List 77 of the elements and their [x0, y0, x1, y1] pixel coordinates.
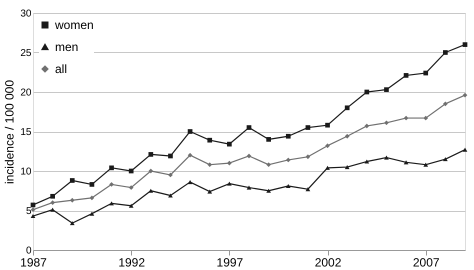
point: [207, 162, 212, 168]
point: [462, 42, 468, 47]
point: [246, 154, 252, 158]
point: [50, 194, 55, 199]
y-axis-title: incidence / 100 000: [2, 80, 16, 184]
legend-label: women: [54, 18, 94, 32]
point: [344, 105, 350, 110]
point: [188, 180, 192, 184]
x-tick-label: 2007: [412, 256, 440, 270]
point: [306, 154, 310, 160]
y-tick-label: 30: [20, 8, 32, 20]
point: [128, 185, 134, 190]
point: [30, 214, 36, 218]
point: [168, 154, 173, 158]
point: [30, 202, 36, 208]
point: [423, 162, 428, 167]
point: [325, 143, 330, 148]
y-tick-label: 25: [20, 48, 32, 59]
point: [364, 159, 370, 164]
point: [443, 102, 448, 106]
point: [462, 92, 468, 98]
point: [286, 134, 291, 139]
x-tick-label: 1987: [20, 256, 48, 270]
point: [70, 178, 75, 183]
point: [344, 134, 350, 139]
point: [266, 188, 271, 193]
point: [325, 122, 330, 128]
point: [148, 168, 154, 174]
point: [384, 87, 389, 92]
point: [404, 160, 408, 164]
point: [227, 142, 232, 146]
y-tick-label: 5: [26, 206, 32, 217]
point: [128, 204, 134, 208]
point: [364, 90, 370, 94]
point: [70, 221, 75, 226]
point: [423, 70, 428, 76]
legend-label: men: [55, 40, 78, 54]
point: [168, 172, 173, 178]
point: [404, 73, 408, 78]
point: [306, 125, 310, 130]
point: [148, 152, 154, 157]
point: [344, 165, 350, 170]
point: [50, 200, 55, 205]
point: [90, 182, 94, 187]
point: [384, 156, 389, 160]
x-tick-label: 2002: [314, 256, 342, 270]
point: [384, 120, 389, 126]
point: [70, 198, 75, 203]
point: [246, 125, 252, 130]
y-tick-label: 0: [26, 246, 32, 256]
point: [109, 201, 114, 206]
y-tick-label: 15: [20, 127, 32, 138]
x-tick-label: 1997: [216, 256, 244, 270]
point: [188, 129, 192, 134]
point: [266, 137, 271, 142]
legend-label: all: [55, 62, 68, 76]
point: [266, 162, 271, 168]
point: [109, 182, 114, 187]
point: [188, 152, 192, 158]
point: [443, 50, 448, 55]
point: [325, 166, 330, 170]
point: [364, 124, 370, 128]
point: [90, 196, 94, 200]
point: [168, 193, 173, 198]
point: [286, 158, 291, 162]
point: [109, 165, 114, 170]
point: [128, 168, 134, 174]
point: [246, 186, 252, 190]
point: [286, 184, 291, 188]
y-tick-label: 10: [20, 166, 32, 178]
point: [423, 116, 428, 120]
point: [227, 160, 232, 166]
point: [207, 190, 212, 194]
y-tick-label: 20: [20, 88, 32, 98]
point: [404, 116, 408, 120]
point: [207, 138, 212, 143]
x-tick-label: 1992: [118, 256, 146, 270]
